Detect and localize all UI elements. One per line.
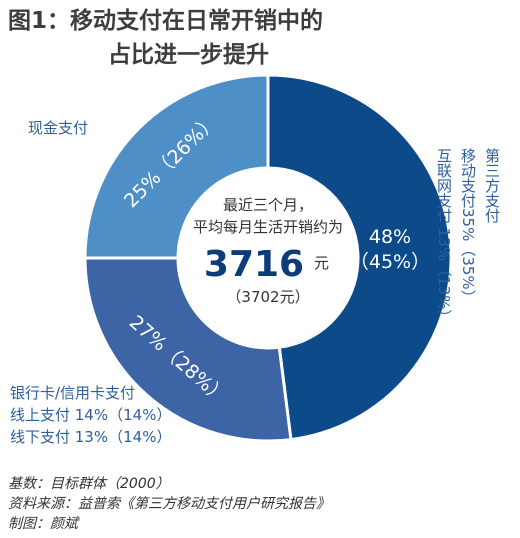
center-text-line1: 最近三个月，: [223, 196, 313, 214]
center-amount: 3716: [204, 244, 304, 285]
annotation-third-party-2: 移动支付35%（35%）: [459, 148, 477, 305]
footnote-base: 基数：目标群体（2000）: [8, 476, 170, 492]
chart-title-line1: 图1：移动支付在日常开销中的: [8, 8, 324, 34]
annotation-bank-card-3: 线下支付 13%（14%）: [10, 428, 171, 446]
chart-title-line2: 占比进一步提升: [108, 42, 269, 68]
slice-bank-card: [83, 256, 293, 443]
donut-chart: 48%（45%）27%（28%）25%（26%） 最近三个月，平均每月生活开销约为…: [10, 73, 501, 446]
slice-label-third-party-prev: （45%）: [350, 251, 430, 273]
annotation-bank-card-1: 银行卡/信用卡支付: [10, 384, 135, 402]
slice-third-party: [266, 73, 453, 442]
annotation-third-party-3: 互联网支付 13%（13%）: [435, 148, 453, 324]
slice-cash: [83, 73, 270, 260]
chart-title: 图1：移动支付在日常开销中的 占比进一步提升: [8, 4, 428, 72]
annotation-bank-card-2: 线上支付 14%（14%）: [10, 406, 171, 424]
center-previous-amount: （3702元）: [226, 288, 309, 306]
annotation-third-party-1: 第三方支付: [483, 147, 501, 224]
center-amount-unit: 元: [314, 254, 329, 272]
slice-label-third-party-share: 48%: [369, 226, 411, 248]
footnote-source: 资料来源：益普索《第三方移动支付用户研究报告》: [8, 496, 330, 512]
footnote-made-by: 制图：颜斌: [8, 516, 78, 532]
footnotes: 基数：目标群体（2000） 资料来源：益普索《第三方移动支付用户研究报告》 制图…: [8, 474, 508, 534]
center-text-line2: 平均每月生活开销约为: [193, 218, 343, 236]
annotation-cash: 现金支付: [28, 119, 88, 137]
